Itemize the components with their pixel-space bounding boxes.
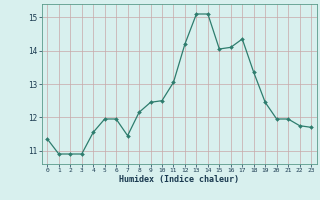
X-axis label: Humidex (Indice chaleur): Humidex (Indice chaleur) xyxy=(119,175,239,184)
